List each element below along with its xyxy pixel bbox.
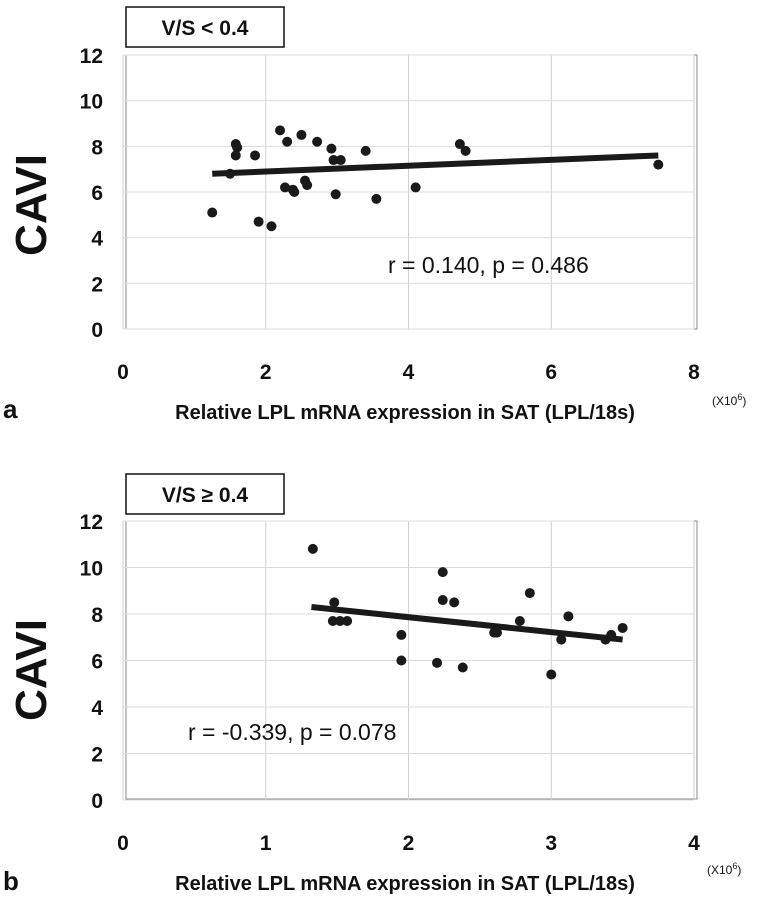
y-axis-label-a: CAVI xyxy=(7,154,56,256)
data-point-a-8 xyxy=(275,125,286,136)
y-tick-label-b-2: 4 xyxy=(91,697,103,720)
trendline-b xyxy=(311,604,623,643)
data-point-a-18 xyxy=(328,155,339,166)
grid-b xyxy=(122,520,695,801)
y-tick-label-a-2: 4 xyxy=(91,228,103,251)
data-point-b-17 xyxy=(556,634,567,645)
y-tick-label-b-0: 0 xyxy=(91,790,103,813)
data-point-a-1 xyxy=(225,168,236,179)
y-tick-label-b-4: 8 xyxy=(91,604,103,627)
data-point-a-19 xyxy=(330,189,341,200)
title-box-b xyxy=(125,473,285,515)
x-tick-label-b-3: 3 xyxy=(545,832,557,855)
points-a xyxy=(207,125,664,232)
y-tick-label-b-3: 6 xyxy=(91,651,103,674)
chart-title-b: V/S ≥ 0.4 xyxy=(162,484,249,507)
data-point-a-12 xyxy=(289,187,300,197)
data-point-b-20 xyxy=(606,629,617,640)
points-b xyxy=(307,543,628,680)
stat-annotation-b: r = -0.339, p = 0.078 xyxy=(188,719,396,745)
data-point-a-21 xyxy=(360,145,371,156)
data-point-a-24 xyxy=(454,139,465,150)
data-point-b-8 xyxy=(437,567,448,578)
data-point-b-13 xyxy=(492,627,503,638)
x-tick-label-b-2: 2 xyxy=(403,832,415,855)
data-point-a-26 xyxy=(653,159,664,170)
y-ticks-b: 0 2 4 6 8 10 12 xyxy=(80,511,104,813)
data-point-b-11 xyxy=(457,662,468,673)
y-tick-label-a-1: 2 xyxy=(91,273,103,296)
data-point-a-23 xyxy=(410,182,421,193)
title-box-a xyxy=(125,6,285,48)
data-point-a-10 xyxy=(282,136,293,147)
y-axis-label-b: CAVI xyxy=(7,619,56,721)
data-point-a-6 xyxy=(253,216,264,227)
x-axis-label-a: Relative LPL mRNA expression in SAT (LPL… xyxy=(175,402,635,424)
data-point-a-15 xyxy=(302,180,313,191)
data-point-b-14 xyxy=(514,615,525,626)
data-point-a-17 xyxy=(326,143,337,154)
chart-title-a: V/S < 0.4 xyxy=(162,17,249,40)
x-tick-label-b-1: 1 xyxy=(260,832,272,855)
trendline-a xyxy=(212,152,659,177)
y-tick-label-a-0: 0 xyxy=(91,319,103,342)
data-point-b-7 xyxy=(432,657,443,668)
y-tick-label-b-1: 2 xyxy=(91,744,103,767)
data-point-a-13 xyxy=(296,129,307,140)
panel-label-b: b xyxy=(3,866,19,896)
data-point-b-6 xyxy=(396,655,407,666)
y-tick-label-b-5: 10 xyxy=(80,558,103,581)
data-point-a-7 xyxy=(266,221,277,232)
data-point-b-2 xyxy=(329,597,340,608)
data-point-b-3 xyxy=(334,615,345,626)
y-tick-label-a-6: 12 xyxy=(80,45,103,68)
data-point-a-4 xyxy=(232,142,243,153)
x-ticks-b: 0 1 2 3 4 xyxy=(117,832,700,855)
data-point-b-5 xyxy=(396,629,407,640)
data-point-b-1 xyxy=(327,615,338,626)
panel-label-a: a xyxy=(3,394,18,424)
data-point-a-0 xyxy=(207,207,218,218)
y-tick-label-a-3: 6 xyxy=(91,182,103,205)
x-tick-label-a-2: 4 xyxy=(403,361,415,384)
x-tick-label-a-1: 2 xyxy=(260,361,272,384)
data-point-b-4 xyxy=(342,615,353,626)
data-point-b-18 xyxy=(563,611,574,622)
data-point-a-16 xyxy=(312,136,323,147)
x-tick-label-b-4: 4 xyxy=(688,832,700,855)
stat-annotation-a: r = 0.140, p = 0.486 xyxy=(388,252,589,278)
data-point-b-21 xyxy=(617,622,628,633)
x-multiplier-a: (X106) xyxy=(712,392,746,408)
x-tick-label-a-3: 6 xyxy=(545,361,557,384)
data-point-a-20 xyxy=(335,155,346,166)
data-point-b-16 xyxy=(546,669,557,680)
data-point-a-22 xyxy=(371,193,382,204)
data-point-a-9 xyxy=(280,182,291,193)
data-point-b-0 xyxy=(307,543,318,554)
x-axis-label-b: Relative LPL mRNA expression in SAT (LPL… xyxy=(175,873,635,895)
x-tick-label-a-0: 0 xyxy=(117,361,129,384)
data-point-b-10 xyxy=(449,597,460,608)
grid-a xyxy=(122,54,695,330)
data-point-a-3 xyxy=(230,150,241,161)
x-multiplier-b: (X106) xyxy=(707,861,741,877)
panel-a: V/S < 0.4 0 2 4 6 8 10 12 0 2 4 6 8 r = 0.140, p =… xyxy=(3,6,746,424)
x-tick-label-b-0: 0 xyxy=(117,832,129,855)
data-point-b-15 xyxy=(524,588,535,599)
y-tick-label-a-4: 8 xyxy=(91,136,103,159)
y-tick-label-b-6: 12 xyxy=(80,511,103,534)
data-point-a-5 xyxy=(250,150,261,161)
y-tick-label-a-5: 10 xyxy=(80,91,103,114)
y-ticks-a: 0 2 4 6 8 10 12 xyxy=(80,45,104,342)
data-point-b-9 xyxy=(437,595,448,606)
x-ticks-a: 0 2 4 6 8 xyxy=(117,361,700,384)
x-tick-label-a-4: 8 xyxy=(688,361,700,384)
data-point-a-25 xyxy=(460,145,471,156)
